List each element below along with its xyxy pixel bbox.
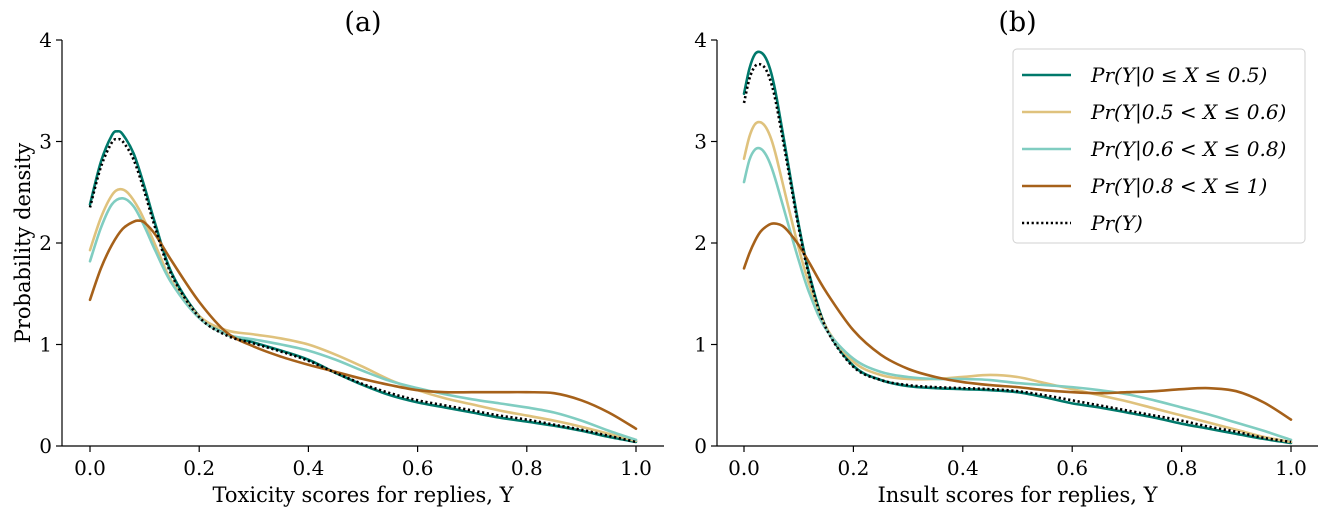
x-tick-label: 1.0 [1275, 456, 1307, 480]
y-tick-label: 1 [39, 333, 52, 357]
y-tick-label: 2 [694, 231, 707, 255]
panel-b: 0 1 2 3 4 0.0 0.2 0.4 0.6 0.8 1.0 (b) Insult scores … [694, 7, 1318, 507]
x-tick-label: 0.2 [183, 456, 215, 480]
x-tick-label: 0.4 [947, 456, 979, 480]
x-tick-label: 0.6 [402, 456, 434, 480]
series-line-5 [88, 137, 637, 444]
legend-label-1: Pr(Y|0 ≤ X ≤ 0.5) [1090, 63, 1267, 88]
y-tick-label: 0 [694, 434, 707, 458]
x-tick-label: 0.6 [1056, 456, 1088, 480]
legend-label-2: Pr(Y|0.5 < X ≤ 0.6) [1090, 100, 1286, 125]
x-tick-label: 0.8 [1166, 456, 1198, 480]
chart-title: (a) [344, 7, 381, 38]
y-axis-label: Probability density [11, 143, 35, 344]
x-tick-label: 0.2 [837, 456, 869, 480]
legend: Pr(Y|0 ≤ X ≤ 0.5) Pr(Y|0.5 < X ≤ 0.6) Pr(Y… [1012, 48, 1306, 244]
series-line-4 [742, 222, 1293, 421]
series-line-1 [88, 129, 638, 444]
y-tick-label: 1 [694, 333, 707, 357]
x-tick-label: 0.0 [728, 456, 760, 480]
legend-box [1012, 48, 1306, 244]
x-axis-label: Toxicity scores for replies, Y [212, 483, 514, 507]
y-tick-label: 0 [39, 434, 52, 458]
series-line-4 [88, 219, 638, 431]
series-line-3 [742, 146, 1293, 442]
y-tick-label: 4 [694, 28, 707, 52]
y-tick-label: 2 [39, 231, 52, 255]
legend-label-4: Pr(Y|0.8 < X ≤ 1) [1090, 174, 1267, 199]
panel-a: 0 1 2 3 4 0.0 0.2 0.4 0.6 0.8 1.0 (a) Toxicity score… [11, 7, 664, 507]
x-tick-label: 0.8 [511, 456, 543, 480]
series-line-2 [88, 187, 638, 443]
chart-title: (b) [998, 7, 1036, 38]
x-tick-label: 0.4 [292, 456, 324, 480]
y-tick-label: 3 [39, 130, 52, 154]
legend-label-3: Pr(Y|0.6 < X ≤ 0.8) [1090, 137, 1286, 162]
y-tick-label: 4 [39, 28, 52, 52]
y-tick-label: 3 [694, 130, 707, 154]
legend-label-5: Pr(Y) [1090, 211, 1143, 235]
series-line-3 [88, 197, 638, 442]
x-tick-label: 1.0 [620, 456, 652, 480]
x-axis-label: Insult scores for replies, Y [878, 483, 1159, 507]
series-line-5 [742, 62, 1292, 444]
x-tick-label: 0.0 [74, 456, 106, 480]
